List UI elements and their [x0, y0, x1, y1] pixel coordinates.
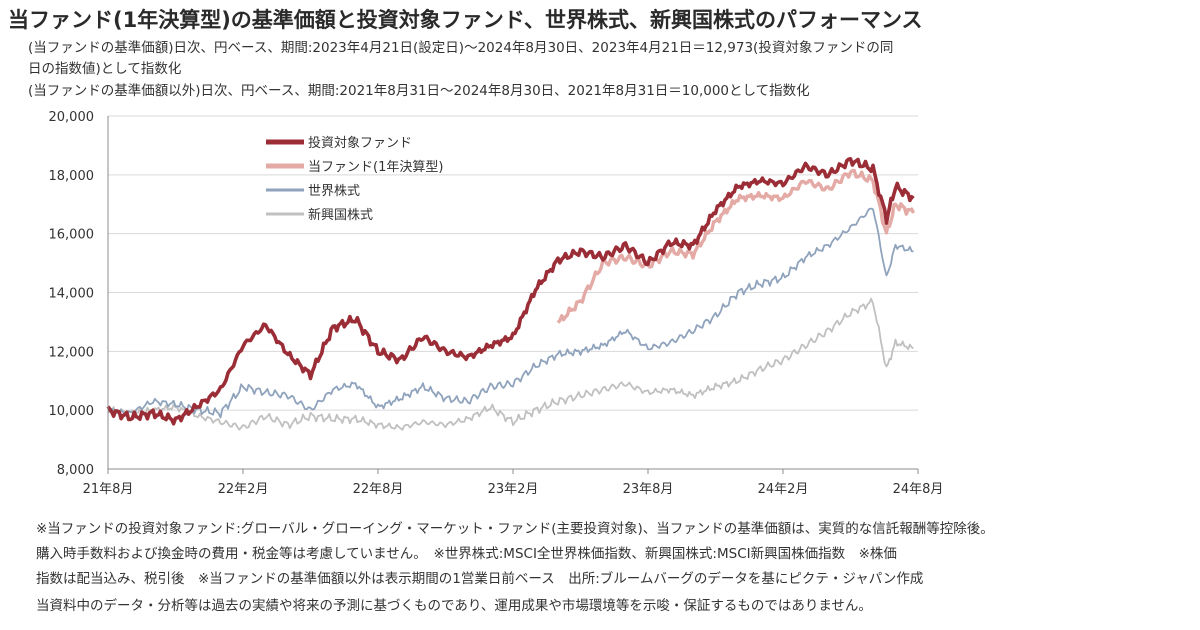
- series-line-3: [107, 297, 914, 431]
- y-tick-label: 10,000: [49, 404, 95, 419]
- chart-title: 当ファンド(1年決算型)の基準価額と投資対象ファンド、世界株式、新興国株式のパフ…: [8, 8, 923, 32]
- footnote-line-3: 指数は配当込み、税引後 ※当ファンドの基準価額以外は表示期間の1営業日前ベース …: [36, 571, 924, 587]
- footnote-line-2: 購入時手数料および換金時の費用・税金等は考慮していません。 ※世界株式:MSCI…: [36, 546, 897, 562]
- x-tick-label: 23年8月: [623, 482, 674, 497]
- y-tick-label: 14,000: [49, 287, 95, 302]
- y-tick-label: 16,000: [49, 228, 95, 243]
- footnote-line-1: ※当ファンドの投資対象ファンド:グローバル・グローイング・マーケット・ファンド(…: [36, 521, 994, 537]
- y-tick-label: 18,000: [49, 169, 95, 184]
- y-tick-label: 12,000: [49, 345, 95, 360]
- x-tick-label: 24年2月: [758, 482, 809, 497]
- series-line-2: [107, 207, 914, 419]
- y-tick-label: 8,000: [57, 463, 94, 478]
- x-tick-label: 22年2月: [218, 482, 269, 497]
- x-tick-label: 24年8月: [893, 482, 944, 497]
- subtitle-line-1: (当ファンドの基準価額)日次、円ベース、期間:2023年4月21日(設定日)～2…: [28, 40, 894, 56]
- series-line-0: [106, 157, 915, 426]
- performance-line-chart: 8,000 10,000 12,000 14,000 16,000 18,000 20,00…: [49, 110, 944, 497]
- legend-label-3: 新興国株式: [308, 207, 373, 223]
- legend-label-0: 投資対象ファンド: [308, 135, 412, 151]
- x-tick-label: 21年8月: [83, 482, 134, 497]
- subtitle-line-3: (当ファンドの基準価額以外)日次、円ベース、期間:2021年8月31日～2024…: [28, 83, 810, 99]
- legend-label-2: 世界株式: [308, 184, 360, 199]
- footnote-line-4: 当資料中のデータ・分析等は過去の実績や将来の予測に基づくものであり、運用成果や市…: [36, 598, 872, 614]
- y-tick-label: 20,000: [49, 110, 95, 125]
- series-line-1: [556, 168, 916, 324]
- subtitle-line-2: 日の指数値)として指数化: [28, 61, 182, 77]
- x-tick-label: 23年2月: [488, 482, 539, 497]
- x-tick-label: 22年8月: [353, 482, 404, 497]
- legend-label-1: 当ファンド(1年決算型): [308, 160, 443, 175]
